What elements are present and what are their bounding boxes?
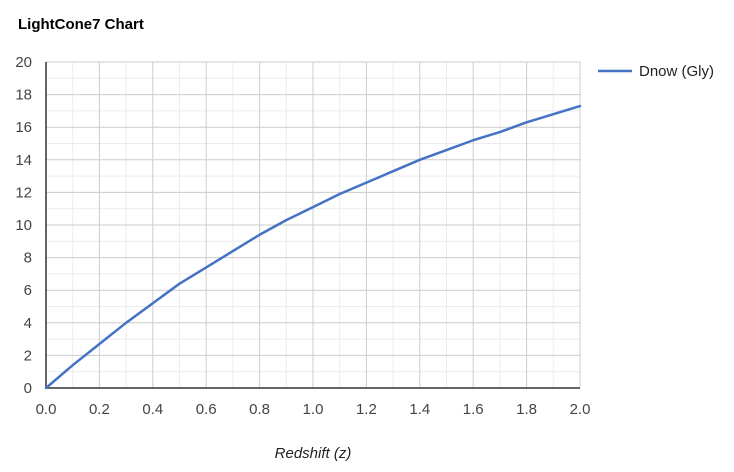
y-tick-label: 0 (24, 380, 32, 397)
x-tick-label: 0.0 (36, 401, 57, 418)
x-tick-label: 0.2 (89, 401, 110, 418)
x-axis-label: Redshift (z) (275, 445, 352, 462)
y-tick-label: 14 (15, 152, 32, 169)
x-tick-label: 1.0 (303, 401, 324, 418)
y-tick-label: 2 (24, 347, 32, 364)
tick-labels: 0.0 0.2 0.4 0.6 0.8 1.0 1.2 1.4 1.6 1.8 2.0 0 2 4 6 8 10… (15, 54, 590, 418)
legend-label: Dnow (Gly) (639, 63, 714, 80)
x-tick-label: 1.6 (463, 401, 484, 418)
x-tick-label: 0.6 (196, 401, 217, 418)
grid (45, 61, 581, 389)
x-tick-label: 1.4 (409, 401, 430, 418)
y-tick-label: 6 (24, 282, 32, 299)
x-tick-label: 1.8 (516, 401, 537, 418)
y-tick-label: 20 (15, 54, 32, 71)
x-tick-label: 0.4 (142, 401, 163, 418)
y-tick-label: 16 (15, 119, 32, 136)
chart-title: LightCone7 Chart (18, 16, 144, 33)
legend: Dnow (Gly) (598, 63, 714, 80)
y-tick-label: 12 (15, 184, 32, 201)
x-tick-label: 1.2 (356, 401, 377, 418)
y-tick-label: 10 (15, 217, 32, 234)
series-line (44, 104, 582, 390)
x-tick-label: 2.0 (570, 401, 591, 418)
x-tick-label: 0.8 (249, 401, 270, 418)
series-layer (44, 104, 582, 390)
y-tick-label: 18 (15, 87, 32, 104)
y-tick-label: 4 (24, 315, 32, 332)
y-tick-label: 8 (24, 250, 32, 267)
